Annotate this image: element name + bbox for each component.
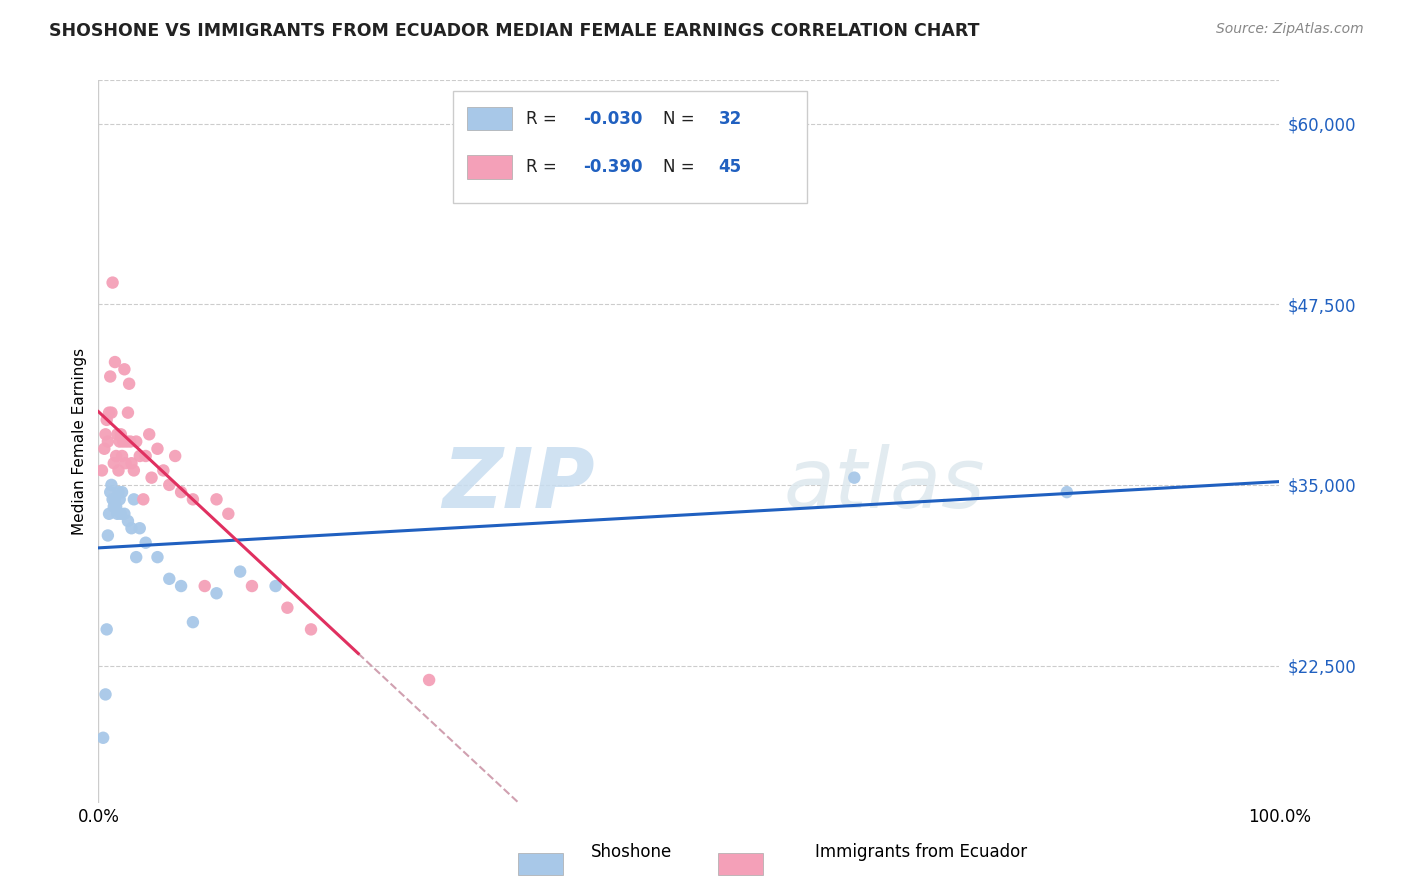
Point (100, 478, 122, 492)
Point (107, 463, 129, 477)
Point (103, 456, 125, 470)
Point (112, 434, 135, 449)
Point (844, 470, 866, 484)
Text: ZIP: ZIP (441, 444, 595, 525)
Y-axis label: Median Female Earnings: Median Female Earnings (72, 348, 87, 535)
Bar (718, 854, 763, 875)
Point (135, 535, 157, 549)
Point (146, 550, 169, 565)
Point (157, 478, 180, 492)
Point (112, 362, 135, 376)
Point (104, 492, 127, 507)
Point (105, 449, 128, 463)
Point (105, 500, 128, 514)
Point (1056, 485, 1078, 500)
Point (170, 485, 193, 500)
Point (91, 463, 114, 477)
Point (299, 623, 322, 637)
Point (138, 427, 160, 442)
Text: R =: R = (526, 110, 562, 128)
Point (108, 492, 131, 507)
Point (97, 528, 120, 542)
Point (217, 507, 239, 521)
Point (103, 500, 125, 514)
Point (110, 507, 132, 521)
Point (146, 442, 169, 456)
Point (96, 413, 118, 427)
Text: R =: R = (526, 158, 562, 176)
Point (101, 492, 124, 507)
Point (105, 507, 128, 521)
Point (94, 687, 117, 701)
Point (170, 579, 193, 593)
Point (94, 427, 117, 442)
Point (108, 434, 131, 449)
Text: Immigrants from Ecuador: Immigrants from Ecuador (815, 843, 1028, 861)
Point (205, 492, 228, 507)
Point (104, 355, 127, 369)
Point (96, 623, 118, 637)
Point (120, 434, 142, 449)
Point (141, 470, 163, 484)
Point (118, 376, 141, 391)
Text: 45: 45 (718, 158, 741, 176)
Point (105, 427, 128, 442)
Bar (467, 155, 512, 178)
Point (125, 550, 148, 565)
Point (111, 449, 134, 463)
Point (276, 600, 298, 615)
Point (98, 485, 121, 500)
Point (101, 276, 124, 290)
Point (121, 521, 143, 535)
Point (181, 492, 204, 507)
Point (110, 427, 132, 442)
Point (117, 514, 139, 528)
Point (418, 673, 440, 687)
Text: N =: N = (664, 158, 700, 176)
Text: 32: 32 (718, 110, 742, 128)
Point (121, 456, 143, 470)
Point (98, 406, 121, 420)
Point (165, 449, 187, 463)
Point (135, 449, 157, 463)
Text: N =: N = (664, 110, 700, 128)
Point (264, 579, 287, 593)
Point (181, 615, 204, 630)
Text: atlas: atlas (783, 444, 986, 525)
Bar (467, 107, 512, 130)
Point (152, 463, 174, 477)
Point (97, 434, 120, 449)
Text: Source: ZipAtlas.com: Source: ZipAtlas.com (1216, 22, 1364, 37)
Point (93, 442, 115, 456)
Point (125, 434, 148, 449)
Point (205, 586, 228, 600)
Point (122, 463, 145, 477)
Point (128, 449, 150, 463)
Point (117, 406, 139, 420)
Text: SHOSHONE VS IMMIGRANTS FROM ECUADOR MEDIAN FEMALE EARNINGS CORRELATION CHART: SHOSHONE VS IMMIGRANTS FROM ECUADOR MEDI… (49, 22, 980, 40)
Bar (517, 854, 562, 875)
Point (111, 485, 134, 500)
Point (157, 572, 180, 586)
Point (112, 507, 135, 521)
Point (132, 492, 155, 507)
Point (114, 456, 136, 470)
Text: -0.030: -0.030 (582, 110, 643, 128)
Text: -0.390: -0.390 (582, 158, 643, 176)
Point (98, 369, 121, 384)
Point (98, 507, 121, 521)
Point (107, 485, 129, 500)
Point (122, 492, 145, 507)
Point (194, 579, 217, 593)
FancyBboxPatch shape (453, 91, 807, 203)
Point (128, 521, 150, 535)
Point (240, 579, 263, 593)
Text: Shoshone: Shoshone (591, 843, 672, 861)
Point (115, 434, 138, 449)
Point (229, 565, 252, 579)
Point (100, 406, 122, 420)
Point (91, 731, 114, 745)
